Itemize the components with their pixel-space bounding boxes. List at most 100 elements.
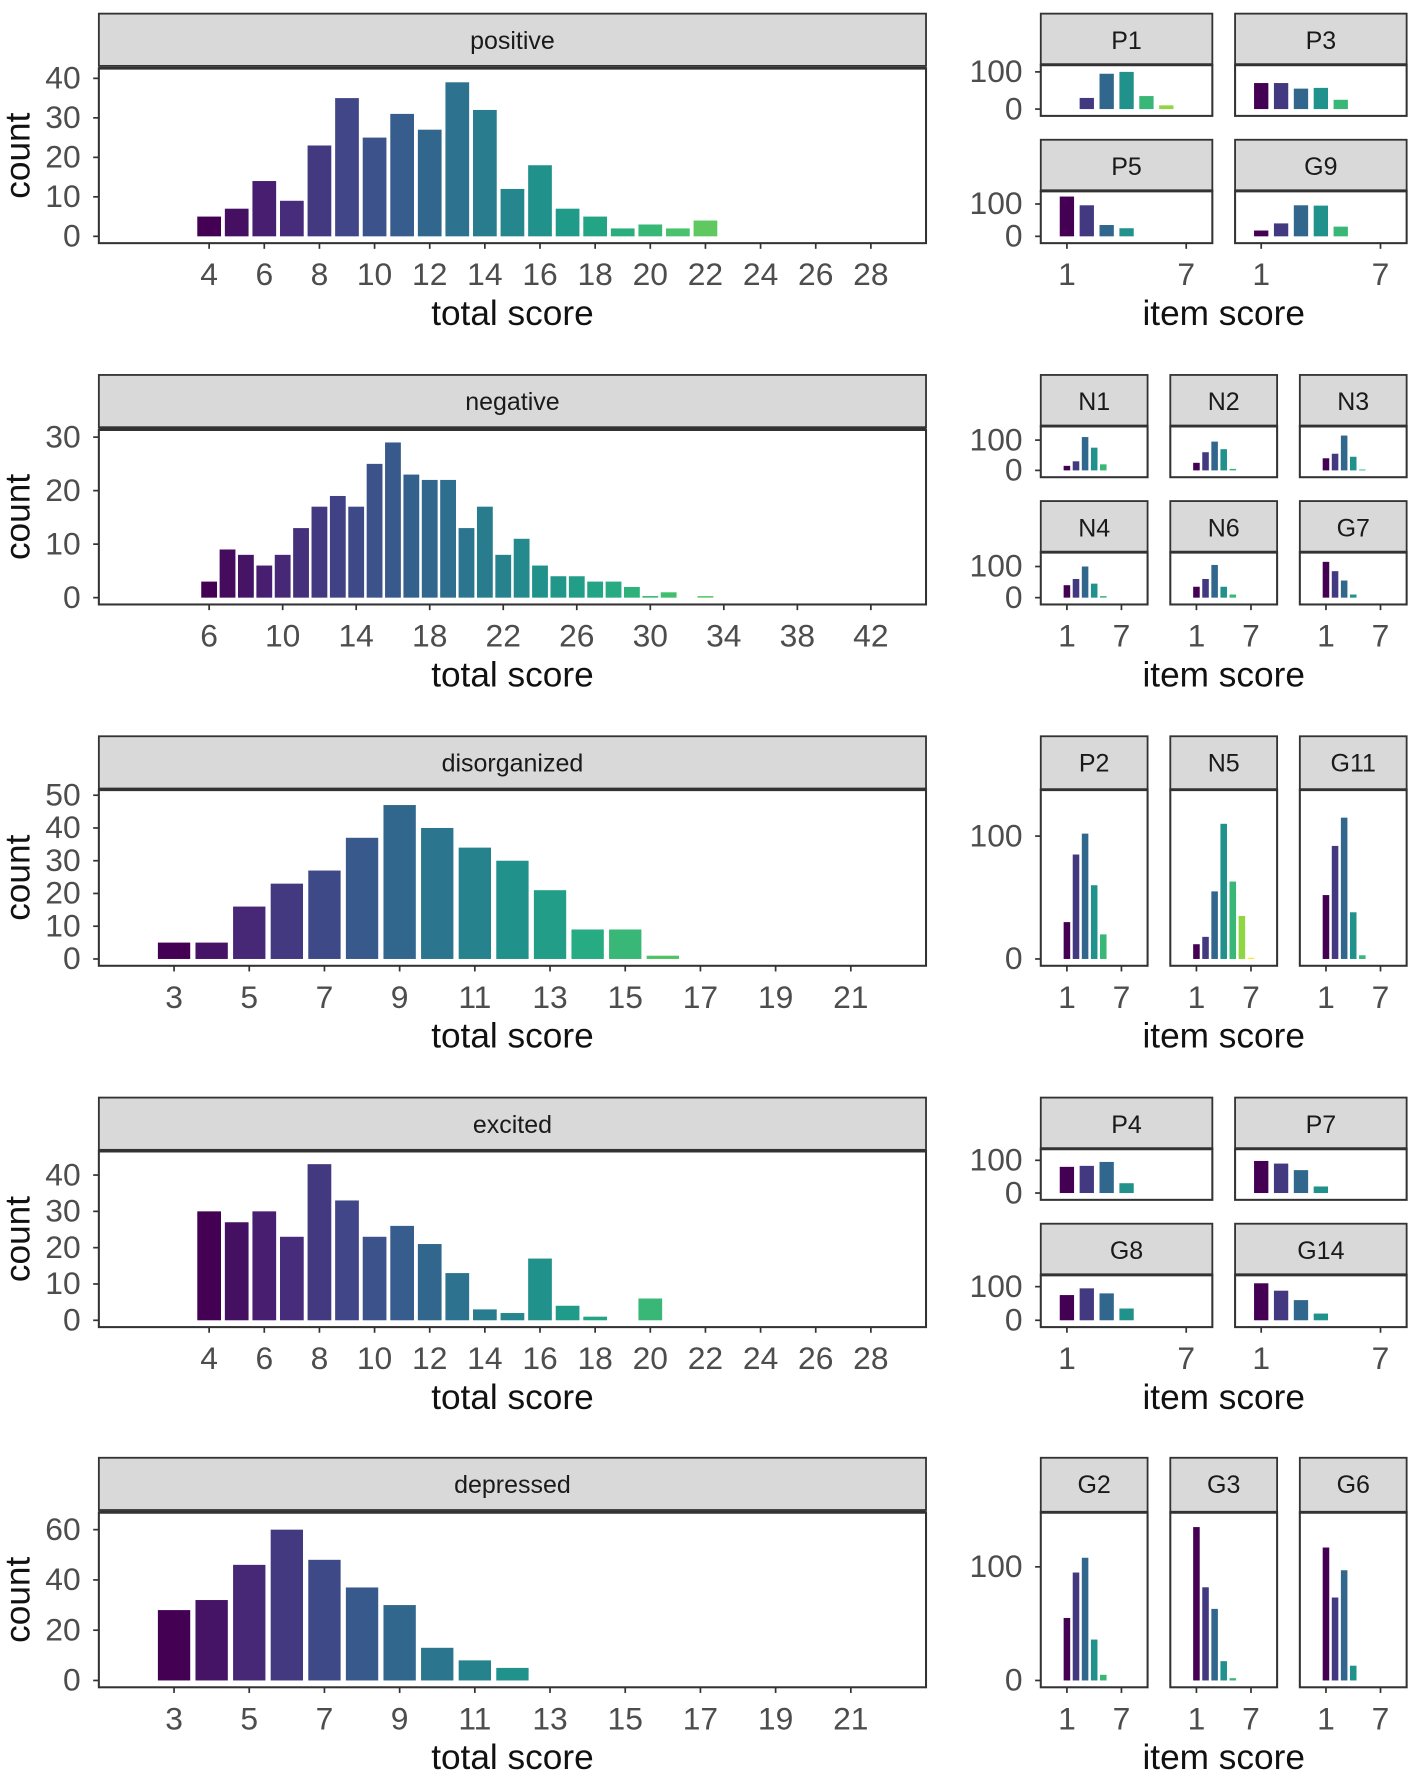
xtick-label-positive-14: 14 bbox=[467, 256, 502, 292]
bar-g2-3 bbox=[1081, 1557, 1089, 1681]
xtick-label-positive-12: 12 bbox=[412, 256, 447, 292]
bar-negative-30 bbox=[642, 596, 659, 598]
strip-disorganized bbox=[97, 735, 927, 790]
bar-excited-20 bbox=[638, 1298, 663, 1321]
strip-label-p5: P5 bbox=[1111, 153, 1142, 181]
bar-g9-4 bbox=[1313, 205, 1329, 237]
xtick-label-negative-42: 42 bbox=[853, 618, 888, 654]
bar-positive-8 bbox=[307, 145, 332, 237]
bar-excited-14 bbox=[473, 1309, 497, 1321]
bar-p1-5 bbox=[1139, 96, 1154, 110]
bar-positive-22 bbox=[693, 220, 718, 237]
bar-g14-1 bbox=[1254, 1283, 1269, 1321]
strip-label-n6: N6 bbox=[1208, 514, 1240, 542]
strip-label-n2: N2 bbox=[1208, 388, 1240, 416]
bar-negative-15 bbox=[366, 463, 383, 598]
xtick-label-excited-12: 12 bbox=[412, 1340, 447, 1376]
strip-n1 bbox=[1039, 374, 1149, 427]
strip-label-n1: N1 bbox=[1078, 388, 1110, 416]
bar-p4-4 bbox=[1119, 1183, 1134, 1194]
xtick-label-g3-1: 1 bbox=[1188, 1700, 1206, 1736]
bar-g7-2 bbox=[1331, 571, 1339, 598]
xtick-label-g8-1: 1 bbox=[1058, 1340, 1076, 1376]
panel-frame-p4 bbox=[1039, 1147, 1214, 1201]
facet-g2: G2 0 100 1 7 bbox=[970, 1456, 1149, 1736]
bar-negative-21 bbox=[476, 506, 493, 598]
strip-n3 bbox=[1298, 374, 1408, 427]
panel-frame-n6 bbox=[1169, 551, 1279, 606]
xtick-label-excited-16: 16 bbox=[522, 1340, 557, 1376]
bar-negative-19 bbox=[440, 479, 457, 598]
bar-n3-1 bbox=[1322, 458, 1330, 471]
x-axis-title-items-row-3: item score bbox=[1142, 1378, 1304, 1417]
bar-positive-15 bbox=[500, 188, 525, 237]
bar-p5-4 bbox=[1119, 228, 1134, 237]
xtick-label-positive-20: 20 bbox=[633, 256, 668, 292]
ytick-label-p5-0: 0 bbox=[1005, 218, 1023, 254]
bar-g3-2 bbox=[1202, 1587, 1209, 1681]
facet-g3: G3 1 7 bbox=[1169, 1456, 1279, 1736]
facet-g9: G9 1 7 bbox=[1234, 138, 1408, 292]
bar-n6-4 bbox=[1220, 586, 1227, 598]
bar-negative-8 bbox=[237, 554, 254, 598]
bar-p2-5 bbox=[1099, 934, 1107, 959]
bar-p3-2 bbox=[1273, 83, 1289, 110]
bar-n6-5 bbox=[1229, 594, 1237, 598]
facet-p2: P2 0 100 1 7 bbox=[970, 735, 1149, 1015]
strip-label-g11: G11 bbox=[1331, 749, 1376, 777]
ytick-label-negative-0: 0 bbox=[63, 579, 81, 615]
ytick-label-disorganized-10: 10 bbox=[45, 907, 80, 943]
facet-g11: G11 1 7 bbox=[1298, 735, 1408, 1015]
xtick-label-positive-22: 22 bbox=[688, 256, 723, 292]
xtick-label-depressed-7: 7 bbox=[316, 1700, 334, 1736]
bar-g6-4 bbox=[1349, 1665, 1357, 1681]
panel-frame-n1 bbox=[1039, 425, 1149, 479]
ytick-label-positive-30: 30 bbox=[45, 99, 80, 135]
ytick-label-disorganized-20: 20 bbox=[45, 875, 80, 911]
bar-n2-3 bbox=[1211, 441, 1218, 471]
panel-frame-g11 bbox=[1298, 788, 1408, 967]
bar-n1-4 bbox=[1090, 447, 1098, 471]
ytick-label-depressed-60: 60 bbox=[45, 1511, 80, 1547]
ytick-label-excited-10: 10 bbox=[45, 1265, 80, 1301]
bar-disorganized-3 bbox=[157, 942, 191, 959]
x-axis-title-items-row-0: item score bbox=[1142, 294, 1304, 333]
bar-n3-3 bbox=[1340, 435, 1348, 471]
ytick-label-p2-0: 0 bbox=[1005, 940, 1023, 976]
xtick-label-positive-4: 4 bbox=[200, 256, 218, 292]
x-axis-title-depressed: total score bbox=[431, 1738, 593, 1777]
bar-n5-4 bbox=[1220, 823, 1227, 959]
bar-negative-10 bbox=[274, 554, 291, 598]
xtick-label-n4-1: 1 bbox=[1058, 618, 1076, 654]
xtick-label-excited-28: 28 bbox=[853, 1340, 888, 1376]
bar-n5-6 bbox=[1238, 915, 1246, 959]
bar-excited-15 bbox=[500, 1313, 525, 1321]
xtick-label-g14-7: 7 bbox=[1372, 1340, 1390, 1376]
ytick-label-disorganized-40: 40 bbox=[45, 809, 80, 845]
strip-label-depressed: depressed bbox=[454, 1471, 571, 1499]
bar-n4-2 bbox=[1072, 578, 1080, 598]
bar-n1-2 bbox=[1072, 461, 1080, 471]
bar-positive-6 bbox=[252, 181, 277, 237]
bar-excited-4 bbox=[197, 1211, 221, 1321]
panel-frame-n4 bbox=[1039, 551, 1149, 606]
strip-label-g14: G14 bbox=[1297, 1237, 1344, 1265]
ytick-label-depressed-20: 20 bbox=[45, 1611, 80, 1647]
bar-positive-16 bbox=[528, 165, 552, 237]
bar-depressed-11 bbox=[458, 1660, 492, 1681]
x-axis-title-positive: total score bbox=[431, 294, 593, 333]
bar-p3-1 bbox=[1254, 83, 1269, 110]
bar-negative-13 bbox=[329, 495, 346, 598]
bar-g9-2 bbox=[1273, 223, 1289, 237]
xtick-label-g2-1: 1 bbox=[1058, 1700, 1076, 1736]
xtick-label-n5-1: 1 bbox=[1188, 979, 1206, 1015]
strip-label-p1: P1 bbox=[1111, 27, 1142, 55]
bar-excited-8 bbox=[307, 1164, 332, 1321]
bar-g8-4 bbox=[1119, 1308, 1134, 1321]
panel-frame-p2 bbox=[1039, 788, 1149, 967]
y-axis-title-positive: count bbox=[0, 112, 38, 198]
xtick-label-depressed-17: 17 bbox=[683, 1700, 718, 1736]
